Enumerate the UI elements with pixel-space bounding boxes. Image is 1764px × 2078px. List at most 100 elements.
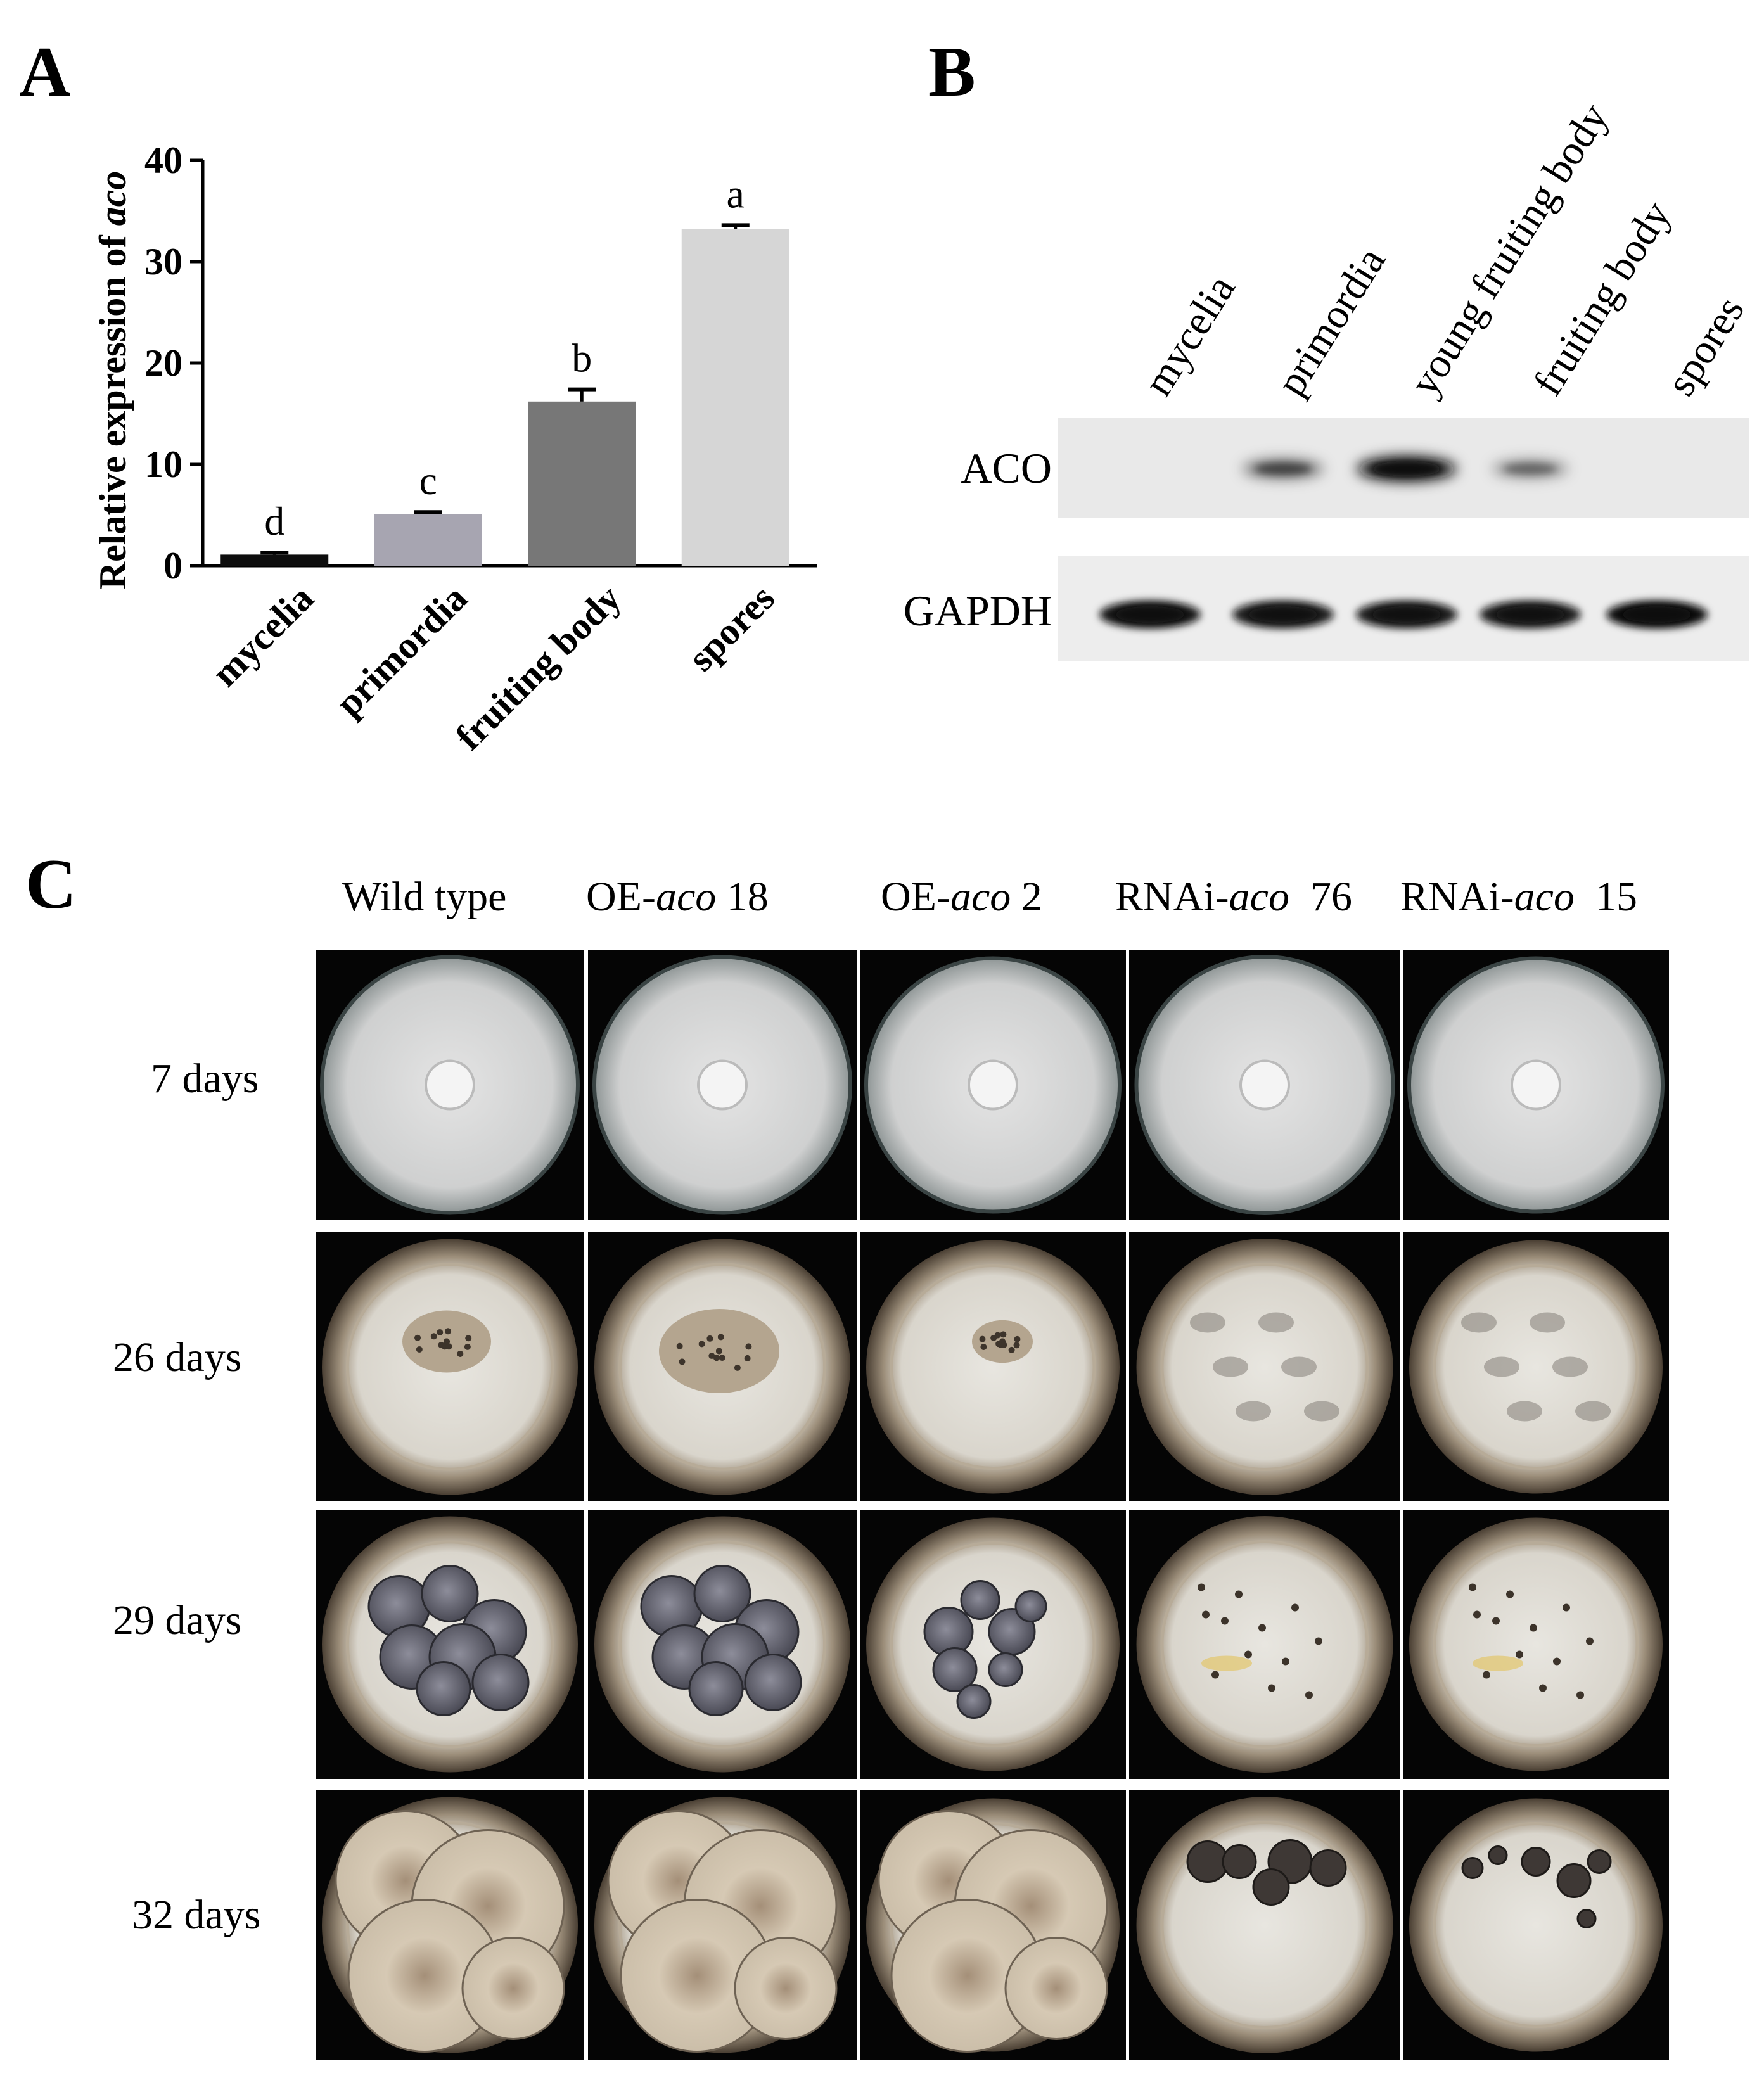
- primordium: [744, 1355, 751, 1361]
- mushroom-cap: [956, 1684, 992, 1719]
- photo-graphic: [320, 955, 580, 1215]
- y-tick-label: 40: [144, 139, 182, 181]
- bar: [374, 514, 482, 566]
- jar-rim: [1160, 1540, 1369, 1749]
- primordium: [1473, 1610, 1481, 1619]
- inoculum-plug: [1239, 1059, 1290, 1111]
- primordium: [1469, 1583, 1476, 1591]
- photo-graphic: [594, 1239, 850, 1495]
- phenotype-photo: [1403, 1790, 1669, 2060]
- column-header: OE-aco 18: [586, 874, 769, 920]
- column-header: RNAi-aco 15: [1400, 874, 1637, 920]
- yellow-patch: [1473, 1655, 1523, 1671]
- blot-band-core: [1248, 606, 1319, 623]
- photo-graphic: [322, 1239, 578, 1495]
- mycelium-patch: [1281, 1356, 1317, 1377]
- jar-rim: [1433, 1822, 1639, 2028]
- panel-letter-a: A: [19, 33, 70, 112]
- phenotype-photo: [316, 1790, 584, 2060]
- jar-rim: [1433, 1541, 1639, 1747]
- photo-graphic: [1409, 1517, 1663, 1771]
- photo-graphic: [866, 1517, 1120, 1771]
- phenotype-photo: [316, 1232, 584, 1501]
- mushroom-cap: [1556, 1863, 1592, 1898]
- mushroom-cap: [1488, 1845, 1508, 1865]
- bar-chart: 0 10 20 30 40 d mycelia c primordia b fruiting bo…: [92, 139, 817, 758]
- culture-jar: [1409, 1517, 1663, 1771]
- primordium: [1506, 1590, 1514, 1598]
- culture-jar: [1136, 1797, 1393, 2053]
- primordium: [717, 1334, 724, 1341]
- primordium: [465, 1335, 472, 1342]
- blot-band-core: [1621, 606, 1692, 623]
- phenotype-photo: [1403, 1510, 1669, 1779]
- mushroom-cap: [960, 1580, 1000, 1620]
- primordium: [1315, 1637, 1322, 1645]
- mycelium-patch: [1484, 1356, 1519, 1377]
- primordium: [990, 1334, 997, 1341]
- mycelium-patch: [1461, 1312, 1497, 1333]
- primordium: [1492, 1617, 1500, 1625]
- primordium: [464, 1343, 471, 1350]
- photo-graphic: [1409, 1798, 1663, 2052]
- mushroom-cap: [1576, 1909, 1597, 1928]
- phenotype-photo: [1129, 1510, 1400, 1779]
- primordium: [430, 1333, 437, 1340]
- photo-graphic: [1136, 1516, 1393, 1773]
- photo-graphic: [1136, 1239, 1393, 1495]
- mushroom-cap: [421, 1565, 479, 1622]
- primordium: [1000, 1331, 1007, 1338]
- primordium: [1563, 1603, 1570, 1612]
- primordium: [708, 1352, 715, 1359]
- mycelium-patch: [1236, 1401, 1271, 1422]
- photo-graphic: [594, 1516, 850, 1773]
- mushroom-cap: [693, 1565, 751, 1622]
- photo-graphic: [1407, 956, 1665, 1214]
- jar-rim: [345, 1263, 554, 1471]
- primordium: [1198, 1583, 1205, 1591]
- primordium: [437, 1329, 444, 1336]
- mushroom-cap: [1186, 1840, 1229, 1883]
- photo-graphic: [1409, 1240, 1663, 1494]
- phenotype-photo: [1129, 1232, 1400, 1501]
- phenotype-photo: [316, 950, 584, 1220]
- mycelium-patch: [1258, 1312, 1294, 1333]
- mycelium-patch: [1213, 1356, 1248, 1377]
- blot-band-core: [1504, 462, 1557, 475]
- mushroom-cap: [932, 1647, 978, 1692]
- mushroom-cap: [744, 1654, 802, 1711]
- jar-rim: [618, 1263, 827, 1471]
- column-header: OE-aco 2: [881, 874, 1042, 920]
- culture-jar: [866, 1240, 1120, 1494]
- x-tick-label: fruiting body: [447, 577, 629, 758]
- y-tick-label: 20: [144, 342, 182, 384]
- significance-letter: d: [264, 499, 284, 544]
- primordium: [1013, 1342, 1020, 1349]
- x-tick-label: spores: [681, 577, 783, 679]
- x-tick-label: mycelia: [204, 577, 322, 695]
- primordium: [713, 1355, 720, 1361]
- jar-rim: [890, 1541, 1096, 1747]
- jar-rim: [618, 1540, 827, 1749]
- mushroom-cap: [1309, 1849, 1347, 1887]
- y-tick-label: 30: [144, 241, 182, 283]
- bar: [220, 554, 329, 566]
- primordium: [1244, 1650, 1252, 1659]
- column-header: RNAi-aco 76: [1115, 874, 1352, 920]
- phenotype-photo: [860, 1790, 1126, 2060]
- primordium: [1553, 1657, 1561, 1666]
- blot-lane-label: spores: [1657, 288, 1754, 404]
- photo-graphic: [594, 1797, 850, 2053]
- inoculum-plug: [425, 1059, 475, 1111]
- primordium: [1235, 1590, 1243, 1598]
- mycelium-patch: [1552, 1356, 1588, 1377]
- phenotype-photo: [860, 1232, 1126, 1501]
- phenotype-photo: [1403, 1232, 1669, 1501]
- photo-graphic: [592, 955, 852, 1215]
- primordium: [1291, 1603, 1299, 1612]
- column-header: Wild type: [342, 874, 507, 920]
- mushroom-cap: [988, 1652, 1023, 1687]
- mushroom-cap: [1222, 1844, 1257, 1879]
- y-axis-label: Relative expression of aco: [92, 171, 134, 589]
- primordium: [1483, 1671, 1490, 1679]
